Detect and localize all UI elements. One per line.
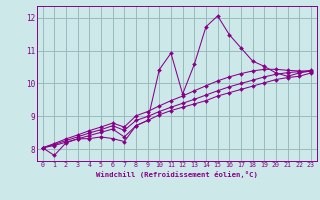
X-axis label: Windchill (Refroidissement éolien,°C): Windchill (Refroidissement éolien,°C) xyxy=(96,171,258,178)
